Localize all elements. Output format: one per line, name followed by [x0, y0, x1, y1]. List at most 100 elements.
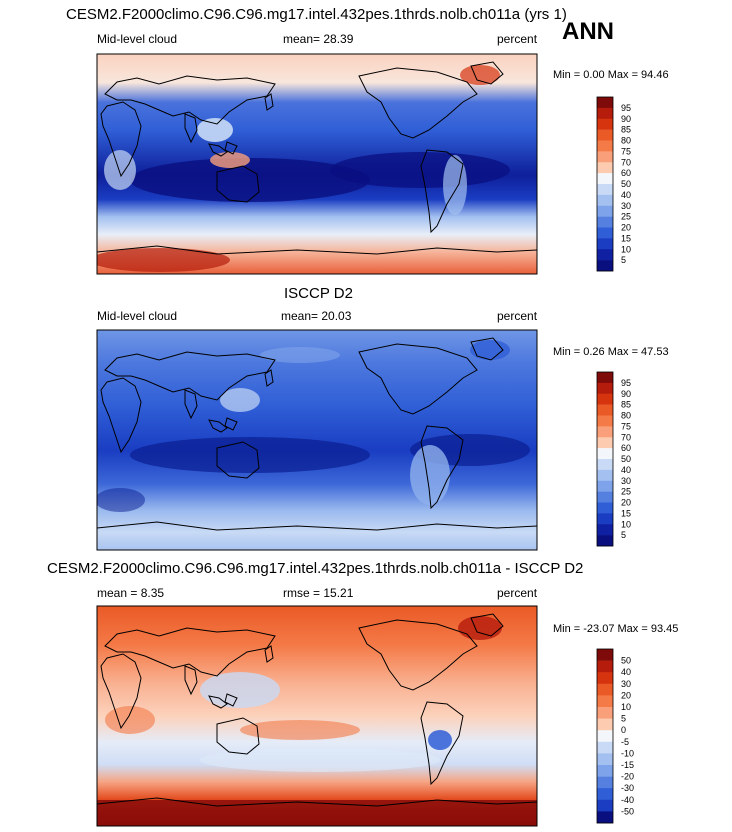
colorbar-swatch	[597, 448, 613, 460]
colorbar-swatch	[597, 683, 613, 696]
colorbar-swatch	[597, 765, 613, 777]
colorbar-swatch	[597, 107, 613, 120]
colorbar-swatch	[597, 393, 613, 405]
colorbar-tick-label: 50	[621, 454, 631, 464]
colorbar-swatch	[597, 469, 613, 482]
colorbar-swatch	[597, 480, 613, 492]
colorbar-tick-label: 75	[621, 421, 631, 431]
colorbar-tick-label: 5	[621, 530, 626, 540]
colorbar-tick-label: 60	[621, 168, 631, 178]
colorbar-tick-label: 85	[621, 125, 631, 135]
colorbar-swatch	[597, 404, 613, 416]
colorbar-swatch	[597, 129, 613, 141]
panel2-title: ISCCP D2	[284, 285, 353, 302]
colorbar-swatch	[597, 227, 613, 239]
colorbar-swatch	[597, 173, 613, 185]
colorbar-tick-label: -30	[621, 783, 634, 793]
colorbar-tick-label: 25	[621, 487, 631, 497]
panel2-variable-label: Mid-level cloud	[97, 309, 178, 323]
panel3-minmax: Min = -23.07 Max = 93.45	[553, 623, 679, 635]
colorbar-tick-label: 50	[621, 179, 631, 189]
colorbar-swatch	[597, 151, 613, 163]
colorbar-tick-label: 90	[621, 114, 631, 124]
colorbar-border	[596, 96, 614, 272]
colorbar-swatch	[597, 672, 613, 685]
colorbar-tick-label: 5	[621, 255, 626, 265]
colorbar-swatch	[597, 524, 613, 536]
colorbar-tick-label: -10	[621, 748, 634, 758]
panel1-map	[96, 53, 538, 275]
colorbar-swatch	[597, 491, 613, 503]
colorbar-swatch	[597, 437, 613, 449]
colorbar-tick-label: -5	[621, 737, 629, 747]
colorbar-swatch	[597, 372, 613, 384]
colorbar-tick-label: 25	[621, 212, 631, 222]
colorbar-swatch	[597, 811, 613, 824]
panel3-map	[96, 605, 538, 827]
panel1-units-label: percent	[497, 32, 538, 46]
panel3-rmse-label: rmse = 15.21	[283, 586, 354, 600]
colorbar-swatch	[597, 249, 613, 261]
colorbar-swatch	[597, 741, 613, 754]
colorbar-border	[596, 371, 614, 547]
colorbar-swatch	[597, 718, 613, 731]
colorbar-swatch	[597, 730, 613, 743]
colorbar-tick-label: 80	[621, 136, 631, 146]
colorbar-tick-label: 50	[621, 656, 631, 666]
colorbar-swatch	[597, 660, 613, 673]
panel2-mean-label: mean= 20.03	[281, 309, 352, 323]
colorbar-tick-label: -40	[621, 795, 634, 805]
colorbar-tick-label: 20	[621, 498, 631, 508]
colorbar-swatch	[597, 118, 613, 130]
colorbar-tick-label: 10	[621, 244, 631, 254]
colorbar-tick-label: 10	[621, 702, 631, 712]
panel2-minmax: Min = 0.26 Max = 47.53	[553, 346, 669, 358]
colorbar-swatch	[597, 216, 613, 228]
colorbar-tick-label: 95	[621, 378, 631, 388]
colorbar-tick-label: 5	[621, 714, 626, 724]
colorbar-tick-label: 40	[621, 465, 631, 475]
colorbar-tick-label: 30	[621, 476, 631, 486]
panel2-map	[96, 329, 538, 551]
colorbar-tick-label: 10	[621, 519, 631, 529]
panel2-units-label: percent	[497, 309, 538, 323]
colorbar-tick-label: 70	[621, 157, 631, 167]
colorbar-tick-label: 30	[621, 201, 631, 211]
colorbar-swatch	[597, 382, 613, 395]
colorbar-tick-label: -20	[621, 772, 634, 782]
panel1-minmax: Min = 0.00 Max = 94.46	[553, 69, 669, 81]
colorbar-tick-label: 75	[621, 146, 631, 156]
colorbar-tick-label: 15	[621, 508, 631, 518]
colorbar-swatch	[597, 97, 613, 109]
colorbar-swatch	[597, 707, 613, 719]
colorbar-swatch	[597, 459, 613, 471]
colorbar-swatch	[597, 426, 613, 438]
colorbar-tick-label: 90	[621, 389, 631, 399]
colorbar-tick-label: 20	[621, 223, 631, 233]
colorbar-swatch	[597, 415, 613, 427]
colorbar-tick-label: 85	[621, 400, 631, 410]
panel1-variable-label: Mid-level cloud	[97, 32, 178, 46]
panel3-title: CESM2.F2000climo.C96.C96.mg17.intel.432p…	[47, 560, 584, 577]
season-label: ANN	[562, 18, 614, 45]
colorbar-tick-label: 20	[621, 690, 631, 700]
colorbar-swatch	[597, 140, 613, 152]
colorbar-swatch	[597, 799, 613, 812]
colorbar-swatch	[597, 205, 613, 217]
panel1-mean-label: mean= 28.39	[283, 32, 354, 46]
colorbar-tick-label: 95	[621, 103, 631, 113]
panel3-units-label: percent	[497, 586, 538, 600]
colorbar-swatch	[597, 535, 613, 547]
colorbar-swatch	[597, 513, 613, 525]
colorbar-tick-label: 70	[621, 432, 631, 442]
colorbar-tick-label: -50	[621, 806, 634, 816]
colorbar-swatch	[597, 260, 613, 272]
colorbar-tick-label: 40	[621, 667, 631, 677]
colorbar-tick-label: 80	[621, 411, 631, 421]
colorbar-swatch	[597, 502, 613, 514]
colorbar-swatch	[597, 184, 613, 196]
